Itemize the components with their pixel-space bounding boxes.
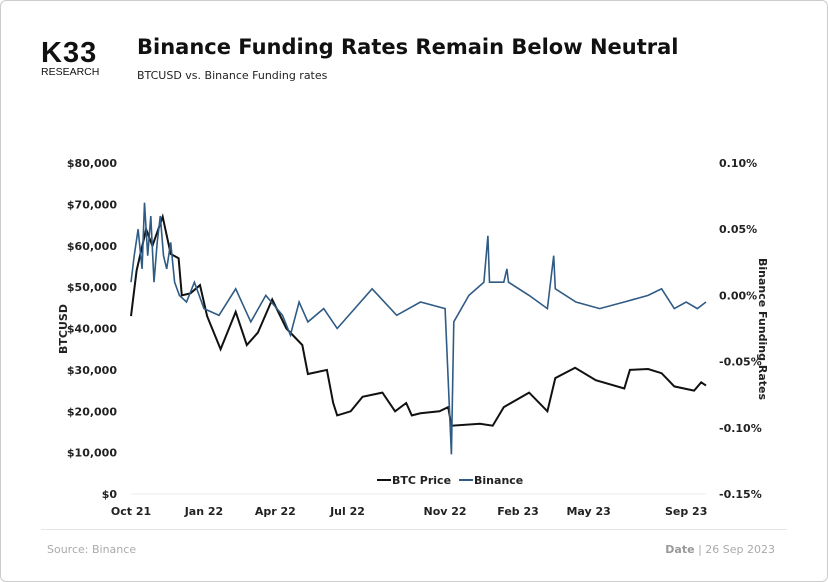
date-note: Date | 26 Sep 2023	[665, 543, 775, 556]
k33-logo: K33 RESEARCH	[41, 37, 121, 78]
y2-tick-label: -0.10%	[719, 422, 762, 435]
source-note: Source: Binance	[47, 543, 137, 556]
chart-svg: $0 $10,000 $20,000 $30,000 $40,000 $50,000 $60…	[57, 157, 769, 518]
y-tick-label: $60,000	[67, 240, 117, 253]
x-tick-label: Nov 22	[424, 505, 467, 518]
footer-divider	[41, 529, 787, 530]
y-tick-label: $80,000	[67, 157, 117, 170]
logo-subtext: RESEARCH	[41, 66, 100, 78]
series-line-binance	[130, 202, 707, 455]
x-tick-label: Feb 23	[497, 505, 539, 518]
legend-label: Binance	[474, 474, 523, 487]
y-axis-label: BTCUSD	[57, 304, 70, 354]
y-tick-label: $10,000	[67, 447, 117, 460]
y-tick-label: $70,000	[67, 198, 117, 211]
legend-label: BTC Price	[392, 474, 451, 487]
y2-axis-label: Binance Funding Rates	[756, 258, 769, 400]
y2-tick-label: 0.10%	[719, 157, 757, 170]
y2-tick-label: 0.05%	[719, 223, 757, 236]
chart-subtitle: BTCUSD vs. Binance Funding rates	[137, 69, 328, 82]
x-tick-label: Oct 21	[111, 505, 151, 518]
date-label: Date	[665, 543, 695, 556]
y2-tick-label: -0.15%	[719, 488, 762, 501]
chart-title: Binance Funding Rates Remain Below Neutr…	[137, 35, 679, 59]
logo-text: K33	[41, 37, 98, 69]
x-tick-label: Jan 22	[184, 505, 223, 518]
x-tick-label: May 23	[566, 505, 610, 518]
x-tick-label: Sep 23	[665, 505, 707, 518]
y-tick-label: $0	[102, 488, 118, 501]
y-tick-label: $40,000	[67, 323, 117, 336]
x-tick-label: Apr 22	[255, 505, 296, 518]
y-tick-label: $30,000	[67, 364, 117, 377]
x-tick-label: Jul 22	[329, 505, 365, 518]
y-tick-label: $50,000	[67, 281, 117, 294]
y-tick-label: $20,000	[67, 405, 117, 418]
y2-tick-label: -0.05%	[719, 356, 762, 369]
date-value: | 26 Sep 2023	[698, 543, 775, 556]
series-line-btc-price	[130, 213, 707, 427]
y2-tick-label: 0.00%	[719, 289, 757, 302]
